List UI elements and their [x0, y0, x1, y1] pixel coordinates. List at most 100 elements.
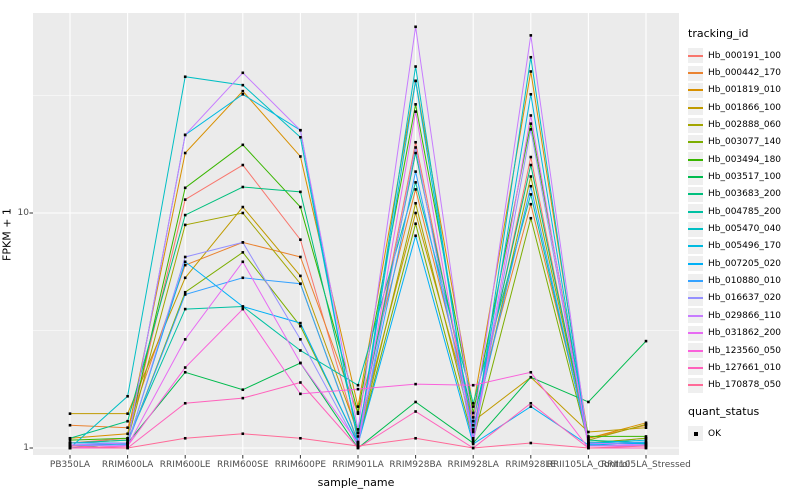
data-point [587, 435, 590, 438]
data-point [299, 190, 302, 194]
data-point [299, 381, 302, 384]
legend-item: Hb_003077_140 [688, 134, 800, 151]
data-point [529, 375, 533, 379]
legend-color-line [688, 106, 703, 109]
legend-color-line [688, 210, 703, 213]
legend-key [688, 65, 703, 81]
data-point [68, 441, 72, 445]
data-point [241, 241, 245, 244]
legend-color-line [688, 54, 703, 57]
data-point [299, 128, 302, 132]
legend-label: Hb_007205_020 [708, 258, 782, 269]
data-point [471, 405, 475, 408]
data-point [183, 401, 187, 405]
data-point [126, 446, 129, 450]
legend-key [688, 221, 703, 237]
data-point [183, 255, 187, 259]
legend-color-line [688, 124, 703, 127]
data-point [471, 383, 475, 387]
legend-item: Hb_001866_100 [688, 99, 800, 116]
x-tick-label-RRIM928LE: RRIM928LE [505, 460, 557, 470]
data-point [414, 79, 417, 83]
data-point [414, 382, 417, 386]
data-point [529, 128, 533, 131]
data-point [414, 436, 417, 440]
data-point [529, 163, 533, 167]
y-tick-label-10: 10 [17, 208, 29, 218]
x-tick-label-RRIM600LA: RRIM600LA [101, 460, 154, 470]
data-point [241, 396, 245, 400]
data-point [126, 426, 129, 430]
data-point [241, 205, 245, 209]
legend-color-line [688, 314, 703, 317]
data-point [68, 438, 72, 442]
legend-item: Hb_003683_200 [688, 186, 800, 203]
legend-color-line [688, 176, 703, 179]
legend-label: Hb_005496_170 [708, 241, 782, 252]
legend-item: Hb_031862_200 [688, 325, 800, 342]
data-point [183, 198, 187, 201]
legend-key [688, 360, 703, 376]
legend-item: Hb_007205_020 [688, 255, 800, 272]
data-point [471, 401, 475, 405]
data-point [126, 441, 129, 445]
legend-item: Hb_004785_200 [688, 203, 800, 220]
legend-color-line [688, 332, 703, 335]
legend-color-line [688, 141, 703, 144]
legend-key [688, 377, 703, 393]
legend-key [688, 343, 703, 359]
data-point [356, 410, 360, 414]
data-point [241, 432, 245, 436]
legend-color-line [688, 262, 703, 265]
data-point [414, 65, 417, 68]
data-point [356, 405, 360, 408]
legend-label: Hb_010880_010 [708, 276, 782, 287]
legend-key [688, 273, 703, 289]
data-point [644, 421, 648, 425]
legend-item: Hb_002888_060 [688, 116, 800, 133]
legend-key [688, 117, 703, 133]
data-point [414, 201, 417, 205]
data-point [644, 423, 648, 426]
data-point [529, 441, 533, 445]
y-tick-label-1: 1 [23, 443, 29, 453]
legend-item: Hb_123560_050 [688, 342, 800, 359]
legend-key [688, 308, 703, 324]
data-point [471, 416, 475, 419]
legend-color-line [688, 297, 703, 300]
legend-label: Hb_002888_060 [708, 120, 782, 131]
data-point [587, 430, 590, 434]
legend-key [688, 134, 703, 150]
data-point [356, 444, 360, 448]
legend-key [688, 186, 703, 202]
data-point [241, 163, 245, 167]
data-point [299, 361, 302, 365]
data-point [356, 428, 360, 431]
legend-label: Hb_001866_100 [708, 102, 782, 113]
data-point [529, 175, 533, 178]
data-point [414, 25, 417, 29]
data-point [241, 89, 245, 93]
legend-label: Hb_029866_110 [708, 310, 782, 321]
data-point [68, 436, 72, 440]
data-point [299, 274, 302, 278]
data-point [183, 370, 187, 374]
legend-label: Hb_170878_050 [708, 380, 782, 391]
legend-label: Hb_000442_170 [708, 68, 782, 79]
data-point [241, 276, 245, 280]
data-point [529, 202, 533, 206]
data-point [529, 92, 533, 96]
data-point [183, 223, 187, 227]
legend-color-line [688, 366, 703, 369]
data-point [356, 431, 360, 435]
legend-color-line [688, 349, 703, 352]
data-point [529, 70, 533, 73]
data-point [68, 423, 72, 427]
data-point [299, 349, 302, 352]
plot-panel [33, 13, 679, 455]
data-point [183, 338, 187, 341]
legend-key [688, 256, 703, 272]
x-axis-title: sample_name [317, 476, 395, 489]
data-point [241, 260, 245, 264]
data-point [126, 419, 129, 423]
